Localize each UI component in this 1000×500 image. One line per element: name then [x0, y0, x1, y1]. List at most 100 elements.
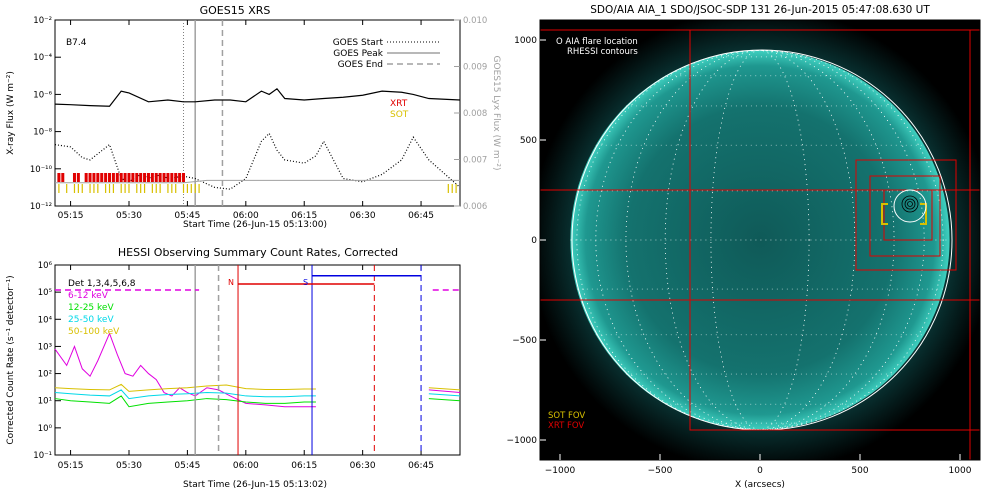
- hessi-panel: HESSI Observing Summary Count Rates, Cor…: [6, 246, 461, 490]
- aia-flare-circle: [893, 189, 927, 223]
- aia-xrt-box: [869, 175, 941, 257]
- hessi-legend-12-25: 12-25 keV: [68, 303, 114, 313]
- goes-xrt-tick: [166, 173, 170, 182]
- goes-xrt-tick: [100, 173, 104, 182]
- goes-xrt-tick: [170, 173, 174, 182]
- goes-sot-tick: [105, 184, 107, 193]
- goes-sot-tick: [140, 184, 142, 193]
- goes-sot-tick: [81, 184, 83, 193]
- goes-sot-tick: [58, 184, 60, 193]
- aia-rhessi-contour: [901, 195, 919, 213]
- hessi-xtick-label: 05:45: [174, 461, 200, 471]
- hessi-annotation: N: [228, 278, 234, 287]
- goes-sot-tick: [108, 184, 111, 193]
- aia-rhessi-contour: [904, 198, 916, 210]
- hessi-series-line-1: [54, 395, 316, 408]
- aia-ytick-label: 1000: [514, 36, 537, 46]
- hessi-legend-6-12: 6-12 keV: [68, 291, 109, 301]
- aia-ytick-label: −1000: [507, 436, 538, 446]
- goes-xrt-tick: [135, 173, 139, 182]
- aia-lon-line: [576, 50, 944, 430]
- aia-legend-flare: O AIA flare location: [556, 37, 638, 47]
- goes-sot-tick: [136, 184, 138, 193]
- goes-xrt-tick: [76, 173, 80, 182]
- goes-panel: GOES15 XRS 05:15 05:30 05:45 06:00 06:15 06:3…: [6, 4, 501, 230]
- goes-sot-tick: [66, 184, 68, 193]
- goes-sot-tick: [124, 184, 126, 193]
- goes-legend: GOES Start GOES Peak GOES End: [333, 38, 440, 70]
- aia-xtick-label: 500: [851, 466, 868, 476]
- aia-xtick-label: 1000: [949, 466, 972, 476]
- goes-xrt-tick: [162, 173, 166, 182]
- goes-xrt-tick: [115, 173, 119, 182]
- goes-sot-tick: [120, 184, 122, 193]
- goes-y2tick-label: 0.007: [463, 156, 487, 166]
- aia-xrt-box: [689, 29, 980, 431]
- goes-ytick-label: 10⁻¹²: [30, 202, 52, 212]
- goes-sot-tick: [93, 184, 95, 193]
- goes-xtick-label: 05:30: [116, 211, 142, 221]
- hessi-ytick-label: 10⁴: [38, 315, 53, 325]
- hessi-xtick-label: 05:15: [58, 461, 84, 471]
- hessi-xtick-label: 06:15: [291, 461, 317, 471]
- aia-xlabel: X (arcsecs): [735, 480, 785, 490]
- hessi-annotation: S: [303, 278, 308, 287]
- goes-xtick-label: 05:15: [58, 211, 84, 221]
- goes-xrt-tick: [123, 173, 127, 182]
- hessi-title: HESSI Observing Summary Count Rates, Cor…: [118, 246, 398, 259]
- goes-xrt-tick: [88, 173, 92, 182]
- goes-sot-tick: [97, 184, 99, 193]
- hessi-series-after-1: [428, 398, 461, 402]
- goes-sot-tick: [155, 184, 157, 193]
- goes-sot-tick: [194, 184, 196, 193]
- hessi-marks: 05:15 05:30 05:45 06:00 06:15 06:30 06:45 10⁻¹ 1…: [33, 261, 461, 471]
- hessi-series-after-2: [428, 393, 461, 397]
- goes-sot-tick: [186, 184, 189, 193]
- aia-ytick-label: −500: [512, 336, 537, 346]
- aia-xrt-fov: [540, 29, 980, 460]
- aia-xtick-label: −1000: [545, 466, 576, 476]
- goes-xrt-tick: [108, 173, 112, 182]
- hessi-legend-title: Det 1,3,4,5,6,8: [68, 279, 136, 289]
- aia-ytick-label: 0: [531, 236, 537, 246]
- goes-legend-start: GOES Start: [333, 38, 384, 48]
- goes-xrt-tick: [158, 173, 162, 182]
- hessi-ytick-label: 10⁰: [38, 424, 53, 434]
- goes-sot-tick: [190, 184, 192, 193]
- hessi-xtick-label: 06:30: [350, 461, 376, 471]
- goes-sot-tick: [198, 184, 200, 193]
- hessi-legend: Det 1,3,4,5,6,8 6-12 keV 12-25 keV 25-50…: [68, 279, 136, 337]
- goes-y2label: GOES15 Lyx Flux (W m⁻²): [491, 56, 501, 171]
- hessi-ytick-label: 10⁵: [38, 288, 52, 298]
- goes-xrt-tick: [154, 173, 158, 182]
- aia-xtick-label: 0: [757, 466, 763, 476]
- hessi-ytick-label: 10⁶: [38, 261, 53, 271]
- aia-sot-bracket-right: [920, 203, 927, 225]
- goes-xtick-label: 06:30: [350, 211, 376, 221]
- aia-legend-sot: SOT FOV: [548, 411, 585, 421]
- goes-sot-tick: [451, 184, 453, 193]
- goes-xtick-label: 06:00: [233, 211, 259, 221]
- goes-xrt-tick: [104, 173, 108, 182]
- goes-sot-tick: [182, 184, 185, 193]
- goes-xrt-tick: [150, 173, 154, 182]
- hessi-plot-frame: [54, 264, 461, 456]
- hessi-xtick-label: 06:00: [233, 461, 259, 471]
- aia-axes: −1000 −500 0 500 1000 −1000 −500 0 500 1000: [507, 36, 972, 476]
- goes-xrt-tick: [174, 173, 178, 182]
- goes-sot-tick: [455, 184, 457, 193]
- goes-sot-tick: [143, 184, 146, 193]
- hessi-ytick-label: 10³: [38, 342, 52, 352]
- aia-ytick-label: 500: [520, 136, 537, 146]
- goes-xlabel: Start Time (26-Jun-15 05:13:00): [183, 220, 327, 230]
- hessi-legend-25-50: 25-50 keV: [68, 315, 114, 325]
- goes-xtick-label: 06:45: [408, 211, 434, 221]
- goes-ytick-label: 10⁻⁴: [33, 53, 52, 63]
- goes-y2tick-label: 0.006: [463, 202, 487, 212]
- goes-series-line-2: [55, 179, 460, 184]
- hessi-legend-50-100: 50-100 keV: [68, 327, 120, 337]
- aia-sot-fov: [881, 203, 927, 225]
- aia-sot-bracket-left: [881, 203, 888, 225]
- goes-sot-tick: [73, 184, 76, 193]
- goes-sot-tick: [151, 184, 153, 193]
